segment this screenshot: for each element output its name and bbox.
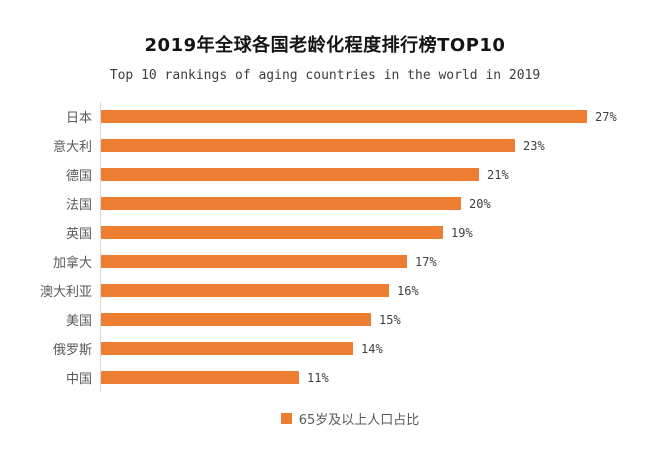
bar [101, 226, 443, 239]
value-label: 17% [415, 254, 437, 269]
category-label: 澳大利亚 [39, 285, 92, 300]
bar-track: 15% [100, 305, 650, 334]
bar-track: 21% [100, 160, 650, 189]
bar-track: 23% [100, 131, 650, 160]
value-label: 11% [307, 370, 329, 385]
bar-row: 澳大利亚 16% [0, 276, 650, 305]
legend-label: 65岁及以上人口占比 [298, 413, 420, 428]
chart-subtitle: Top 10 rankings of aging countries in th… [109, 68, 541, 83]
value-label: 19% [451, 225, 473, 240]
category-label: 德国 [65, 169, 92, 184]
value-label: 16% [397, 283, 419, 298]
category-label: 俄罗斯 [52, 343, 92, 358]
bar-row: 日本 27% [0, 102, 650, 131]
bar [101, 168, 479, 181]
bar-track: 27% [100, 102, 650, 131]
plot-area: 日本 27% 意大利 23% 德国 21% 法国 20% 英国 19% [0, 102, 650, 392]
category-label: 意大利 [52, 140, 92, 155]
bar [101, 342, 353, 355]
bar [101, 255, 407, 268]
chart-title: 2019年全球各国老龄化程度排行榜TOP10 [144, 35, 506, 56]
bar-row: 德国 21% [0, 160, 650, 189]
bar-row: 加拿大 17% [0, 247, 650, 276]
bar-track: 14% [100, 334, 650, 363]
bar-row: 意大利 23% [0, 131, 650, 160]
bar [101, 371, 299, 384]
bar-track: 16% [100, 276, 650, 305]
bar-track: 17% [100, 247, 650, 276]
bar-rows: 日本 27% 意大利 23% 德国 21% 法国 20% 英国 19% [0, 102, 650, 392]
bar [101, 110, 587, 123]
category-label: 加拿大 [52, 256, 92, 271]
value-label: 15% [379, 312, 401, 327]
category-label: 日本 [65, 111, 92, 126]
bar [101, 197, 461, 210]
bar-row: 美国 15% [0, 305, 650, 334]
bar-row: 英国 19% [0, 218, 650, 247]
category-label: 中国 [65, 372, 92, 387]
bar-track: 11% [100, 363, 650, 392]
bar-track: 20% [100, 189, 650, 218]
value-label: 23% [523, 138, 545, 153]
bar [101, 313, 371, 326]
value-label: 27% [595, 109, 617, 124]
value-label: 14% [361, 341, 383, 356]
value-label: 21% [487, 167, 509, 182]
legend: 65岁及以上人口占比 [100, 409, 600, 428]
category-label: 英国 [65, 227, 92, 242]
category-label: 法国 [65, 198, 92, 213]
bar-row: 中国 11% [0, 363, 650, 392]
bar [101, 139, 515, 152]
category-label: 美国 [65, 314, 92, 329]
bar-row: 俄罗斯 14% [0, 334, 650, 363]
bar-track: 19% [100, 218, 650, 247]
bar [101, 284, 389, 297]
legend-swatch-icon [280, 413, 292, 424]
bar-row: 法国 20% [0, 189, 650, 218]
value-label: 20% [469, 196, 491, 211]
